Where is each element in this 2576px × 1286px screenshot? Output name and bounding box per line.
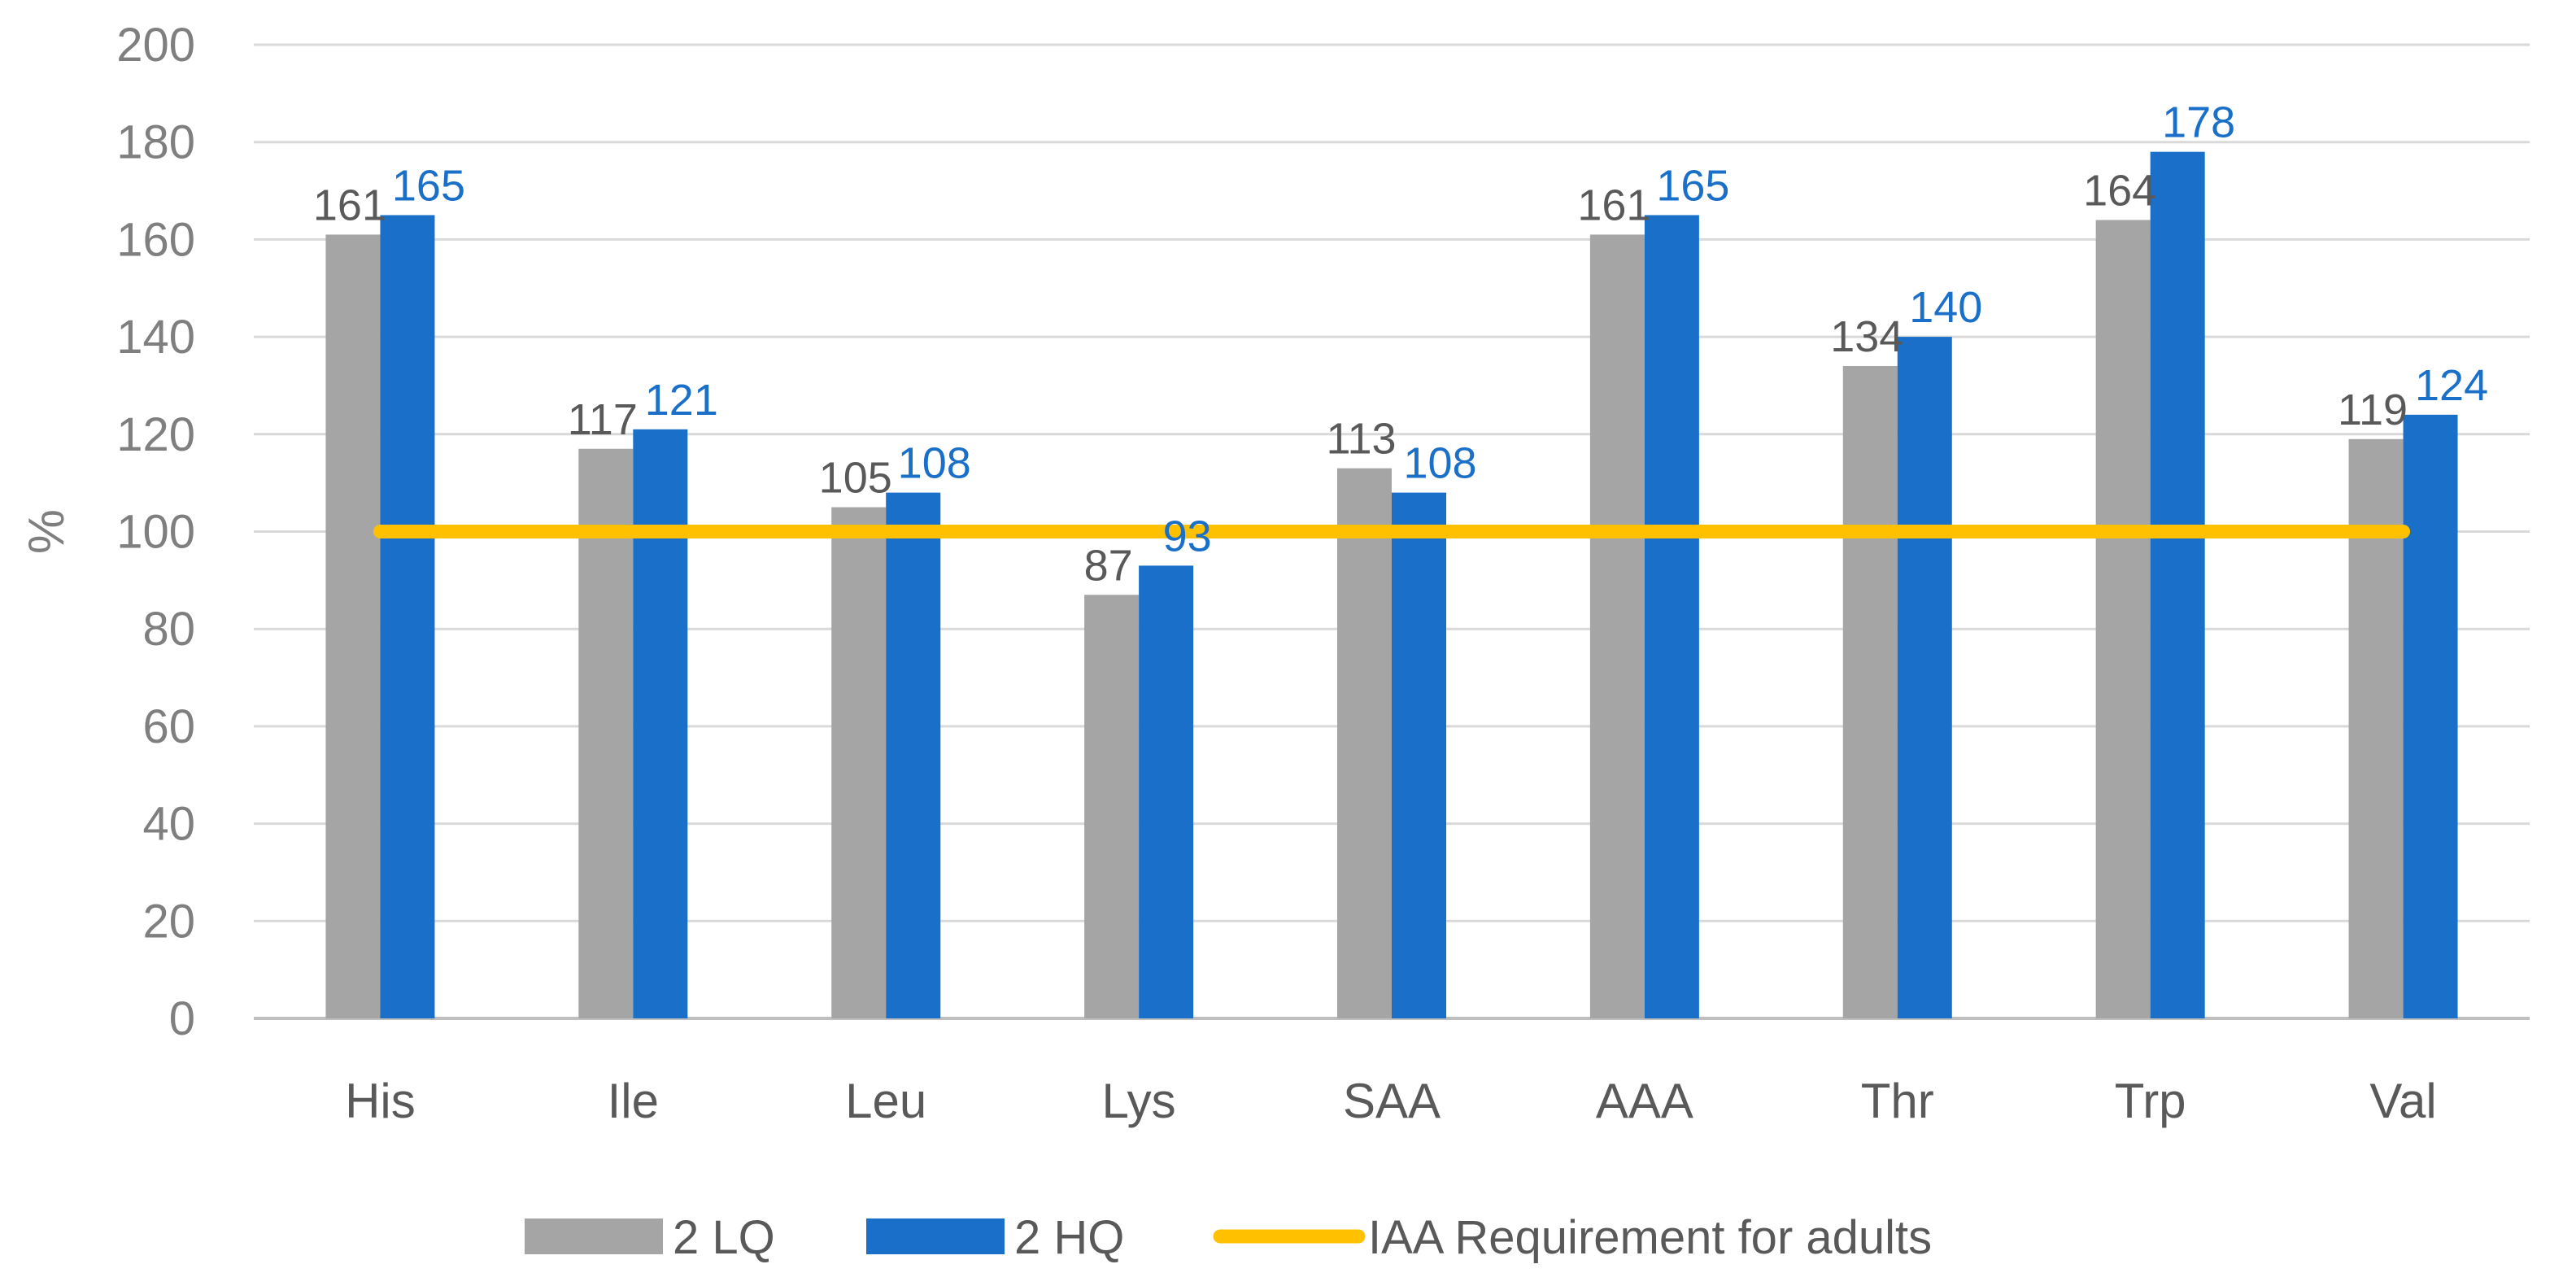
- bar-lq-trp: [2095, 220, 2151, 1019]
- data-label-hq-leu: 108: [898, 439, 971, 488]
- y-tick-label: 80: [142, 603, 195, 656]
- legend-label-hq: 2 HQ: [1014, 1211, 1124, 1264]
- data-label-lq-trp: 164: [2083, 166, 2156, 215]
- y-axis-title: %: [19, 509, 75, 554]
- y-tick-label: 0: [169, 992, 195, 1045]
- y-tick-label: 20: [142, 895, 195, 948]
- data-label-hq-saa: 108: [1403, 439, 1476, 488]
- category-label-his: His: [345, 1074, 416, 1128]
- data-label-hq-lys: 93: [1163, 512, 1212, 560]
- legend-label-lq: 2 LQ: [673, 1211, 775, 1264]
- y-tick-label: 160: [116, 213, 195, 266]
- category-label-lys: Lys: [1102, 1074, 1176, 1128]
- data-label-lq-ile: 117: [568, 395, 638, 444]
- bar-hq-thr: [1897, 337, 1952, 1019]
- data-label-lq-thr: 134: [1830, 312, 1903, 361]
- data-label-lq-aaa: 161: [1577, 181, 1650, 229]
- legend-label-iaa: IAA Requirement for adults: [1368, 1211, 1932, 1264]
- bar-lq-lys: [1084, 595, 1140, 1018]
- bar-lq-leu: [831, 507, 887, 1018]
- y-tick-label: 180: [116, 116, 195, 169]
- category-label-leu: Leu: [845, 1074, 926, 1128]
- data-label-hq-thr: 140: [1909, 283, 1982, 332]
- data-label-hq-val: 124: [2415, 361, 2488, 410]
- data-label-lq-his: 161: [313, 181, 386, 229]
- y-tick-label: 140: [116, 311, 195, 364]
- y-tick-label: 200: [116, 19, 195, 72]
- data-label-hq-his: 165: [392, 161, 465, 210]
- bar-hq-his: [380, 215, 435, 1019]
- bar-lq-ile: [578, 448, 634, 1018]
- data-label-hq-trp: 178: [2162, 98, 2235, 147]
- category-label-thr: Thr: [1861, 1074, 1934, 1128]
- bar-hq-leu: [886, 492, 941, 1018]
- category-label-val: Val: [2369, 1074, 2436, 1128]
- x-axis: His Ile Leu Lys SAA AAA Thr Trp Val: [345, 1074, 2437, 1128]
- bar-hq-lys: [1139, 565, 1194, 1018]
- bar-lq-saa: [1337, 468, 1392, 1018]
- y-tick-label: 120: [116, 408, 195, 461]
- legend: 2 LQ 2 HQ IAA Requirement for adults: [525, 1211, 1932, 1264]
- data-label-hq-aaa: 165: [1656, 161, 1729, 210]
- bars: [325, 151, 2458, 1019]
- bar-hq-saa: [1392, 492, 1446, 1018]
- y-tick-label: 100: [116, 506, 195, 559]
- bar-hq-val: [2403, 414, 2458, 1018]
- bar-hq-trp: [2150, 151, 2205, 1018]
- data-label-lq-val: 119: [2338, 386, 2408, 434]
- bar-hq-ile: [633, 429, 688, 1018]
- y-tick-label: 60: [142, 700, 195, 753]
- data-label-hq-ile: 121: [645, 376, 718, 425]
- bar-lq-thr: [1842, 366, 1898, 1018]
- category-label-ile: Ile: [608, 1074, 659, 1128]
- y-tick-label: 40: [142, 798, 195, 851]
- legend-swatch-hq: [866, 1218, 1005, 1254]
- category-label-trp: Trp: [2115, 1074, 2186, 1128]
- y-axis: 0 20 40 60 80 100 120 140 160 180 200%: [19, 19, 195, 1045]
- data-label-lq-lys: 87: [1084, 541, 1133, 590]
- bar-lq-aaa: [1589, 234, 1645, 1018]
- data-label-lq-leu: 105: [819, 454, 892, 503]
- category-label-aaa: AAA: [1596, 1074, 1693, 1128]
- legend-swatch-lq: [525, 1218, 663, 1254]
- data-label-lq-saa: 113: [1326, 415, 1396, 464]
- bar-hq-aaa: [1644, 215, 1699, 1019]
- bar-lq-his: [325, 234, 381, 1018]
- category-label-saa: SAA: [1343, 1074, 1441, 1128]
